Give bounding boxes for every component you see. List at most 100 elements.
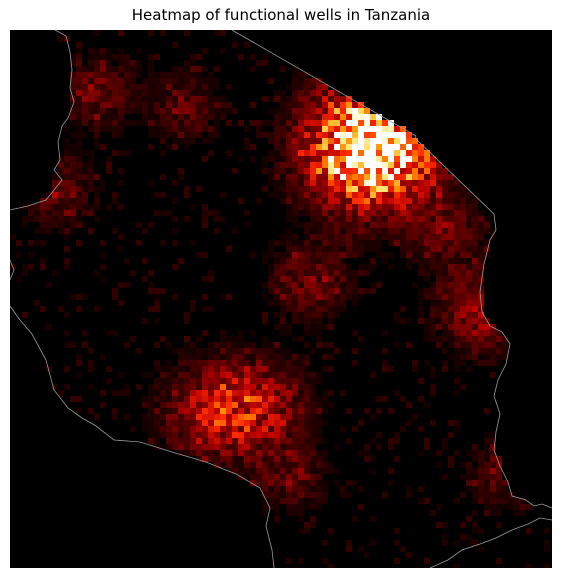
heatmap-cell [136, 240, 142, 246]
heatmap-cell [268, 414, 274, 420]
heatmap-cell [298, 186, 304, 192]
heatmap-cell [274, 510, 280, 516]
heatmap-cell [286, 378, 292, 384]
heatmap-cell [64, 168, 70, 174]
heatmap-cell [382, 360, 388, 366]
heatmap-cell [148, 396, 154, 402]
heatmap-cell [442, 522, 448, 528]
heatmap-cell [394, 174, 400, 180]
heatmap-cell [322, 216, 328, 222]
heatmap-cell [160, 366, 166, 372]
heatmap-cell [406, 342, 412, 348]
heatmap-cell [406, 144, 412, 150]
heatmap-cell [88, 66, 94, 72]
heatmap-cell [64, 126, 70, 132]
heatmap-cell [316, 162, 322, 168]
heatmap-cell [448, 342, 454, 348]
heatmap-cell [178, 354, 184, 360]
heatmap-cell [352, 348, 358, 354]
heatmap-cell [352, 198, 358, 204]
heatmap-cell [496, 492, 502, 498]
heatmap-cell [100, 240, 106, 246]
heatmap-cell [364, 138, 370, 144]
heatmap-cell [118, 282, 124, 288]
heatmap-cell [412, 360, 418, 366]
heatmap-cell [226, 456, 232, 462]
heatmap-cell [154, 78, 160, 84]
heatmap-cell [358, 222, 364, 228]
heatmap-cell [364, 216, 370, 222]
heatmap-cell [88, 348, 94, 354]
heatmap-cell [250, 432, 256, 438]
heatmap-cell [370, 456, 376, 462]
heatmap-cell [280, 324, 286, 330]
heatmap-cell [328, 300, 334, 306]
heatmap-cell [352, 156, 358, 162]
heatmap-cell [148, 402, 154, 408]
heatmap-cell [472, 240, 478, 246]
heatmap-cell [400, 138, 406, 144]
heatmap-cell [118, 390, 124, 396]
heatmap-cell [196, 456, 202, 462]
heatmap-cell [478, 474, 484, 480]
heatmap-cell [154, 114, 160, 120]
heatmap-cell [430, 174, 436, 180]
heatmap-cell [328, 390, 334, 396]
heatmap-cell [292, 102, 298, 108]
heatmap-cell [70, 168, 76, 174]
heatmap-cell [460, 360, 466, 366]
heatmap-cell [358, 546, 364, 552]
heatmap-cell [352, 180, 358, 186]
heatmap-cell [250, 450, 256, 456]
heatmap-cell [484, 408, 490, 414]
heatmap-cell [430, 198, 436, 204]
heatmap-cell [478, 498, 484, 504]
heatmap-cell [310, 78, 316, 84]
heatmap-cell [202, 348, 208, 354]
heatmap-cell [310, 492, 316, 498]
heatmap-cell [322, 300, 328, 306]
heatmap-cell [238, 450, 244, 456]
heatmap-cell [286, 282, 292, 288]
heatmap-cell [256, 450, 262, 456]
heatmap-cell [172, 378, 178, 384]
heatmap-cell [394, 228, 400, 234]
heatmap-cell [472, 198, 478, 204]
heatmap-cell [100, 354, 106, 360]
heatmap-cell [130, 72, 136, 78]
heatmap-cell [298, 360, 304, 366]
heatmap-cell [238, 384, 244, 390]
heatmap-cell [280, 438, 286, 444]
heatmap-cell [64, 216, 70, 222]
heatmap-cell [322, 192, 328, 198]
heatmap-cell [268, 444, 274, 450]
heatmap-cell [172, 114, 178, 120]
heatmap-cell [280, 150, 286, 156]
heatmap-cell [310, 210, 316, 216]
heatmap-cell [220, 378, 226, 384]
heatmap-cell [316, 222, 322, 228]
heatmap-cell [280, 330, 286, 336]
heatmap-cell [202, 366, 208, 372]
heatmap-cell [298, 78, 304, 84]
heatmap-cell [334, 144, 340, 150]
heatmap-cell [190, 78, 196, 84]
heatmap-cell [466, 480, 472, 486]
heatmap-cell [118, 246, 124, 252]
heatmap-cell [184, 132, 190, 138]
heatmap-cell [424, 210, 430, 216]
heatmap-cell [370, 258, 376, 264]
heatmap-cell [454, 312, 460, 318]
heatmap-cell [202, 78, 208, 84]
heatmap-cell [382, 234, 388, 240]
heatmap-cell [64, 156, 70, 162]
heatmap-cell [328, 318, 334, 324]
heatmap-cell [448, 462, 454, 468]
heatmap-cell [286, 480, 292, 486]
heatmap-cell [310, 294, 316, 300]
heatmap-cell [508, 504, 514, 510]
heatmap-cell [310, 378, 316, 384]
heatmap-cell [76, 396, 82, 402]
heatmap-cell [178, 408, 184, 414]
heatmap-cell [394, 540, 400, 546]
